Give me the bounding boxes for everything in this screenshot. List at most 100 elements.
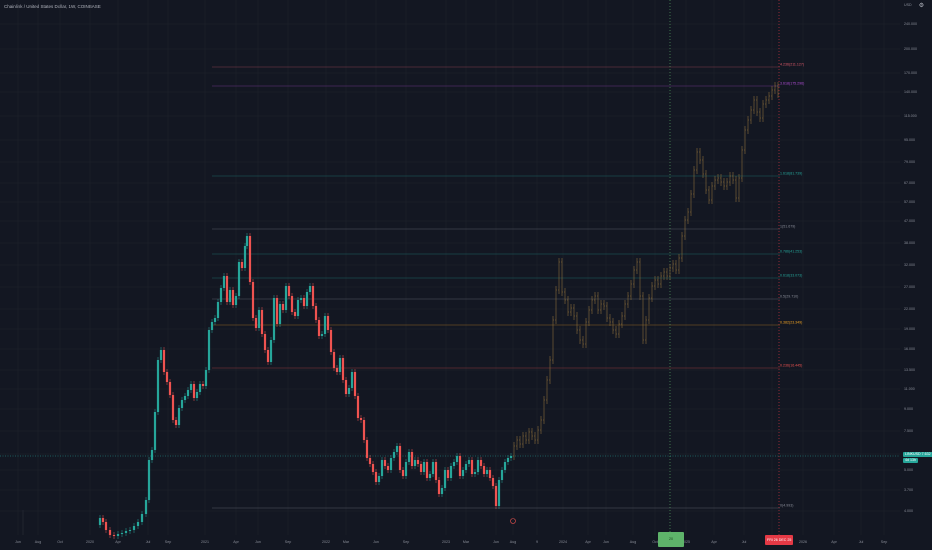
candle-body (213, 318, 217, 322)
candle-body (356, 396, 360, 418)
time-axis-tick: 2020 (86, 540, 94, 544)
candle-body (392, 452, 396, 458)
candle-body (506, 458, 510, 462)
candle-body (383, 460, 387, 466)
price-axis-tick: 57.000 (904, 200, 915, 204)
fib-level-label: 0.786(41.253) (780, 250, 802, 254)
candle-body (177, 408, 181, 425)
candle-body (347, 388, 351, 394)
candle-body (509, 456, 513, 458)
current-price-label: LINKUSD 7.632 (905, 452, 931, 456)
event-marker-icon[interactable] (510, 518, 516, 524)
candle-body (281, 304, 285, 310)
candle-body (329, 330, 333, 352)
candle-body (210, 322, 214, 330)
candle-body (124, 531, 128, 533)
candle-body (503, 462, 507, 470)
selected-date-badge[interactable]: 20 (658, 532, 684, 547)
price-axis-tick: 9.000 (904, 407, 913, 411)
time-axis-tick: Sep (285, 540, 291, 544)
candle-body (204, 370, 208, 386)
candle-body (398, 446, 402, 470)
candle-body (98, 518, 102, 525)
time-axis-tick: Apr (115, 540, 121, 544)
candle-body (219, 288, 223, 302)
candle-body (374, 472, 378, 482)
time-axis-tick: Mar (463, 540, 470, 544)
candle-body (257, 310, 261, 328)
price-axis-tick: 240.000 (904, 22, 917, 26)
candle-body (180, 400, 184, 408)
fib-level-label: 0.382(23.349) (780, 321, 802, 325)
price-axis[interactable]: USD 240.000 200.000 170.000 140.000 115.000 95… (900, 0, 932, 550)
candle-body (389, 458, 393, 470)
candle-body (231, 290, 235, 305)
chart-markers (22, 510, 516, 535)
candle-body (377, 476, 381, 482)
time-axis-tick: Sep (165, 540, 171, 544)
candle-body (401, 470, 405, 476)
candle-body (476, 460, 480, 472)
grid-lines (0, 0, 900, 535)
candle-body (452, 462, 456, 466)
candle-body (116, 534, 120, 536)
fibonacci-levels: 4.236(211.127) 3.618(175.296) 1.618(81.739… (212, 63, 804, 509)
countdown-label: 4d 13h (905, 458, 916, 462)
candle-body (371, 464, 375, 472)
current-price-badge: LINKUSD 7.632 (903, 452, 932, 457)
price-axis-tick: 5.000 (904, 468, 913, 472)
candle-body (500, 470, 504, 480)
price-axis-tick: 22.000 (904, 307, 915, 311)
time-axis-tick: Jun (255, 540, 261, 544)
price-axis-tick: 95.000 (904, 138, 915, 142)
candle-body (237, 262, 241, 296)
candle-body (183, 396, 187, 400)
price-axis-tick: 3.700 (904, 488, 913, 492)
fib-level-label: 0.5(29.710) (780, 295, 798, 299)
time-axis-tick: Sep (403, 540, 409, 544)
candle-body (479, 460, 483, 466)
candle-body (153, 412, 157, 450)
candle-body (380, 460, 384, 476)
candle-body (120, 533, 124, 534)
candle-body (266, 350, 270, 362)
time-axis-tick: Aug (630, 540, 636, 544)
candle-body (488, 470, 492, 478)
price-axis-tick: 19.000 (904, 327, 915, 331)
time-axis-tick: Sep (881, 540, 887, 544)
fib-level-label: 0.236(16.445) (780, 364, 802, 368)
candle-body (410, 452, 414, 466)
candle-body (437, 480, 441, 494)
candle-body (338, 358, 342, 372)
price-axis-tick: 7.500 (904, 429, 913, 433)
candle-body (243, 246, 247, 268)
candle-body (228, 290, 232, 302)
candle-body (245, 236, 249, 246)
price-axis-tick: 11.000 (904, 387, 915, 391)
price-axis-tick: USD (904, 3, 912, 7)
symbol-title[interactable]: Chainlink / United States Dollar, 1W, CO… (4, 4, 103, 9)
candle-body (455, 456, 459, 462)
time-axis-tick: Jun (493, 540, 499, 544)
candle-body (428, 474, 432, 478)
candle-body (112, 535, 116, 536)
price-plot[interactable]: 4.236(211.127) 3.618(175.296) 1.618(81.739… (0, 0, 900, 550)
candle-body (132, 526, 136, 530)
candle-body (240, 262, 244, 268)
candle-body (186, 390, 190, 396)
gear-icon[interactable]: ⚙ (918, 3, 925, 9)
candle-body (302, 298, 306, 306)
price-axis-tick: 32.000 (904, 263, 915, 267)
time-axis-tick: Apr (233, 540, 239, 544)
candle-body (419, 464, 423, 472)
candle-body (101, 518, 105, 522)
candle-body (323, 316, 327, 334)
time-axis-tick: 2025 (682, 540, 690, 544)
candle-body (326, 316, 330, 330)
candle-body (353, 372, 357, 396)
price-axis-tick: 67.000 (904, 181, 915, 185)
candle-body (386, 466, 390, 470)
time-axis[interactable]: Jun Aug Oct 2020 Apr Jul Sep 2021 Apr Jun Sep 2022 M… (0, 535, 900, 550)
time-axis-tick: Jun (373, 540, 379, 544)
